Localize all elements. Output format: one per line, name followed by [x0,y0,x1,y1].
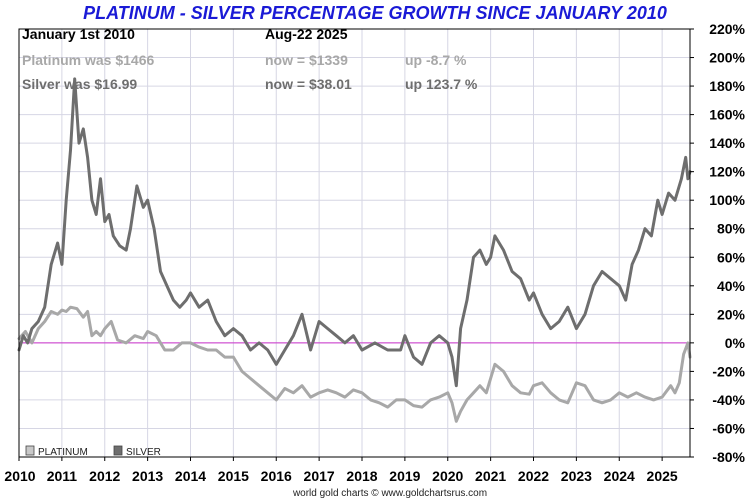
x-tick-label: 2017 [304,468,335,484]
axis-layer: 220% 200% 180% 160% 140% 120% 100% 80% 60% 40% 20%… [4,21,745,484]
x-tick-label: 2022 [518,468,549,484]
y-tick-label: 180% [709,78,745,94]
x-tick-label: 2020 [432,468,463,484]
legend-swatch-silver [113,445,123,456]
series-line-silver [17,77,692,388]
y-tick-label: 20% [717,306,746,322]
y-tick-label: 100% [709,192,745,208]
info-end-label: Aug-22 2025 [265,26,348,42]
x-tick-label: 2012 [89,468,120,484]
x-tick-label: 2024 [604,468,635,484]
info-platinum-now: now = $1339 [265,52,348,68]
info-silver-change: up 123.7 % [405,76,478,92]
info-platinum-change: up -8.7 % [405,52,467,68]
legend-label-platinum: PLATINUM [38,447,88,458]
y-tick-label: 40% [717,278,746,294]
y-tick-label: -40% [712,392,745,408]
legend: PLATINUM SILVER [25,445,161,458]
x-tick-label: 2014 [175,468,206,484]
x-tick-label: 2021 [475,468,506,484]
y-tick-label: 80% [717,221,746,237]
info-silver-now: now = $38.01 [265,76,352,92]
legend-swatch-platinum [25,445,35,456]
y-tick-label: 120% [709,164,745,180]
x-tick-label: 2010 [4,468,35,484]
x-tick-label: 2019 [389,468,420,484]
y-tick-label: 160% [709,107,745,123]
x-tick-label: 2016 [261,468,292,484]
y-tick-label: -20% [712,363,745,379]
series-layer [17,77,692,423]
plot-frame [18,28,691,458]
y-tick-label: 140% [709,135,745,151]
x-tick-label: 2015 [218,468,249,484]
chart-title: PLATINUM - SILVER PERCENTAGE GROWTH SINC… [83,3,667,23]
x-tick-label: 2018 [346,468,377,484]
info-silver-start: Silver was $16.99 [22,76,137,92]
legend-label-silver: SILVER [126,447,161,458]
y-tick-label: 200% [709,50,745,66]
chart-credit: world gold charts © www.goldchartsrus.co… [292,488,487,499]
y-tick-label: 60% [717,249,746,265]
x-tick-label: 2013 [132,468,163,484]
y-tick-label: 0% [725,335,746,351]
info-platinum-start: Platinum was $1466 [22,52,155,68]
info-panel: January 1st 2010 Aug-22 2025 Platinum wa… [22,26,478,92]
x-tick-label: 2023 [561,468,592,484]
series-line-platinum [17,305,692,423]
x-tick-label: 2011 [47,468,78,484]
y-tick-label: 220% [709,21,745,37]
x-tick-label: 2025 [647,468,678,484]
y-tick-label: -60% [712,420,745,436]
y-tick-label: -80% [712,449,745,465]
info-start-label: January 1st 2010 [22,26,135,42]
